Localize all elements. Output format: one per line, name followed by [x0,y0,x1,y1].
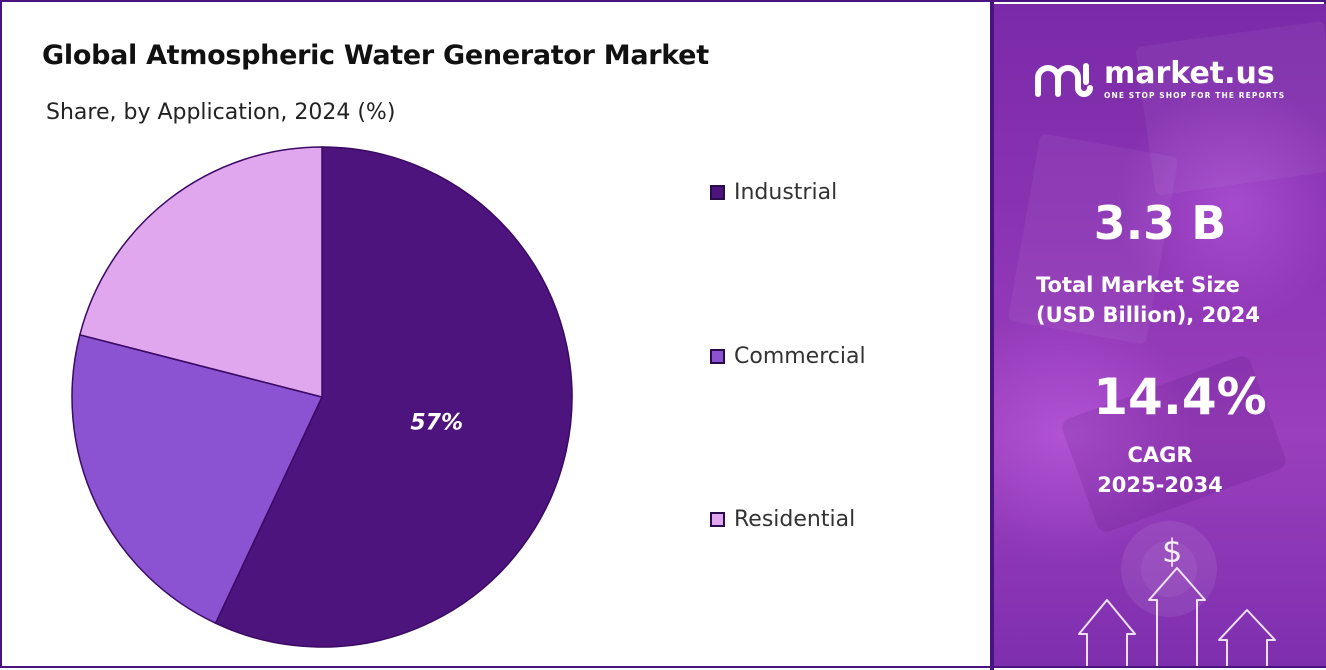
market-size-label-line2: (USD Billion), 2024 [1036,303,1261,327]
panel-divider [990,2,994,670]
cagr-value: 14.4% [1093,368,1267,426]
chart-panel: Global Atmospheric Water Generator Marke… [4,4,990,664]
brand-logo: market.us ONE STOP SHOP FOR THE REPORTS [1032,54,1285,104]
market-size-label-line1: Total Market Size [1036,273,1240,297]
chart-legend: Industrial Commercial Residential [710,4,970,664]
summary-panel: $ market.us ONE STOP SHOP FOR THE REPORT… [994,4,1326,666]
background-decoration [1008,21,1326,617]
pie-slice-residential [78,146,323,398]
brand-name: market.us [1104,56,1275,91]
market-size-value: 3.3 B [1093,196,1227,250]
legend-label: Residential [734,507,856,532]
legend-swatch [710,512,725,527]
legend-swatch [710,185,725,200]
legend-swatch [710,349,725,364]
dollar-icon: $ [1162,532,1183,570]
legend-item-commercial: Commercial [710,344,866,369]
brand-tagline: ONE STOP SHOP FOR THE REPORTS [1104,91,1286,100]
cagr-label: CAGR [1127,443,1193,467]
data-label-industrial: 57% [410,411,463,436]
legend-item-industrial: Industrial [710,180,837,205]
legend-label: Commercial [734,344,866,369]
chart-subtitle: Share, by Application, 2024 (%) [46,100,396,125]
market-us-logo-icon [1035,63,1093,97]
pie-chart: 57% [71,146,573,648]
chart-title: Global Atmospheric Water Generator Marke… [42,40,709,71]
pie-slice-commercial [71,333,324,625]
legend-label: Industrial [734,180,838,205]
growth-arrow-icon [1078,567,1276,666]
cagr-period: 2025-2034 [1097,473,1223,497]
legend-item-residential: Residential [710,507,855,532]
pie-slice-industrial [214,146,573,648]
